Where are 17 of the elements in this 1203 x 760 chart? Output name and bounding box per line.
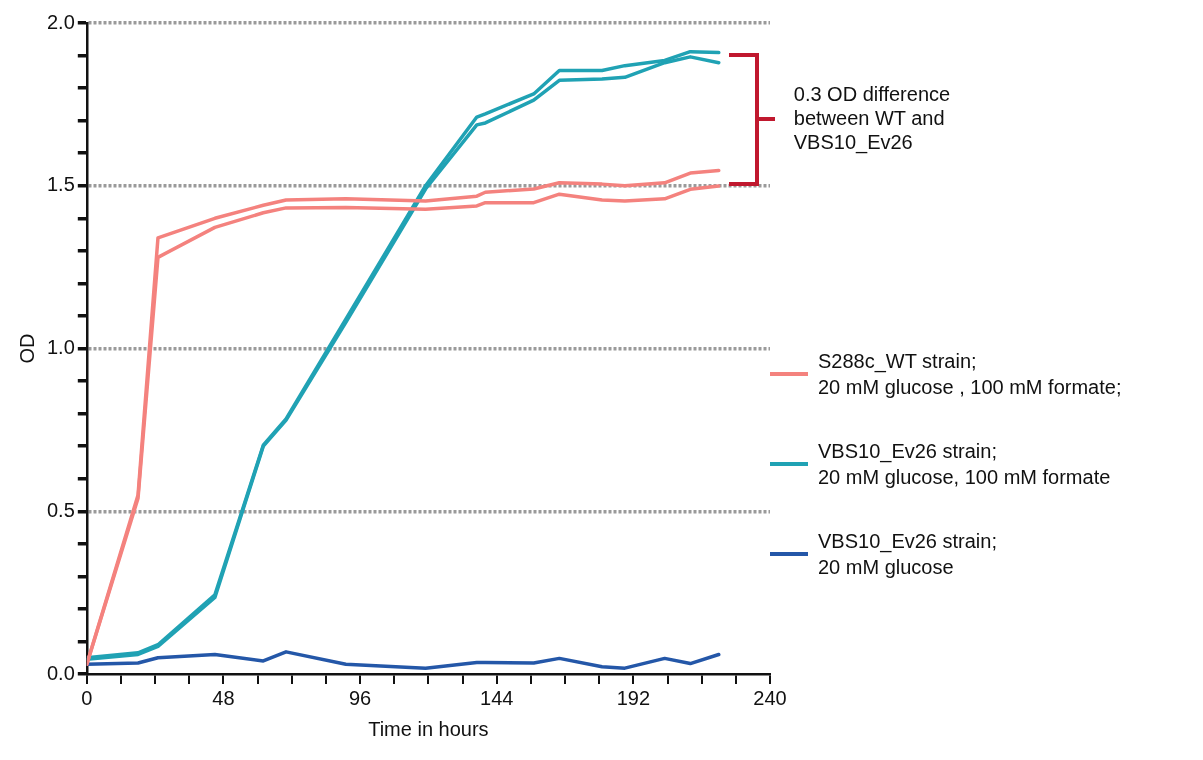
x-tick-label: 96 (348, 686, 372, 709)
y-tick-label: 0.0 (46, 661, 75, 684)
x-tick-label: 240 (753, 686, 787, 709)
legend-label: VBS10_Ev26 strain; 20 mM glucose (818, 529, 997, 580)
y-tick-label: 2.0 (46, 10, 75, 33)
y-tick-label: 0.5 (46, 498, 75, 521)
y-tick-label: 1.5 (46, 173, 75, 196)
x-axis-title: Time in hours (368, 717, 489, 740)
y-axis-title: OD (15, 333, 38, 364)
x-tick-label: 192 (616, 686, 651, 709)
y-tick-label: 1.0 (46, 336, 75, 359)
x-tick-label: 48 (212, 686, 235, 709)
legend-label: VBS10_Ev26 strain; 20 mM glucose, 100 mM formate (818, 439, 1111, 490)
legend-label: S288c_WT strain; 20 mM glucose , 100 mM formate; (818, 349, 1122, 400)
x-tick-label: 144 (480, 686, 514, 709)
text: 0.3 OD difference between WT and VBS10_Ev26 (793, 82, 951, 154)
x-tick-label: 0 (81, 686, 93, 709)
